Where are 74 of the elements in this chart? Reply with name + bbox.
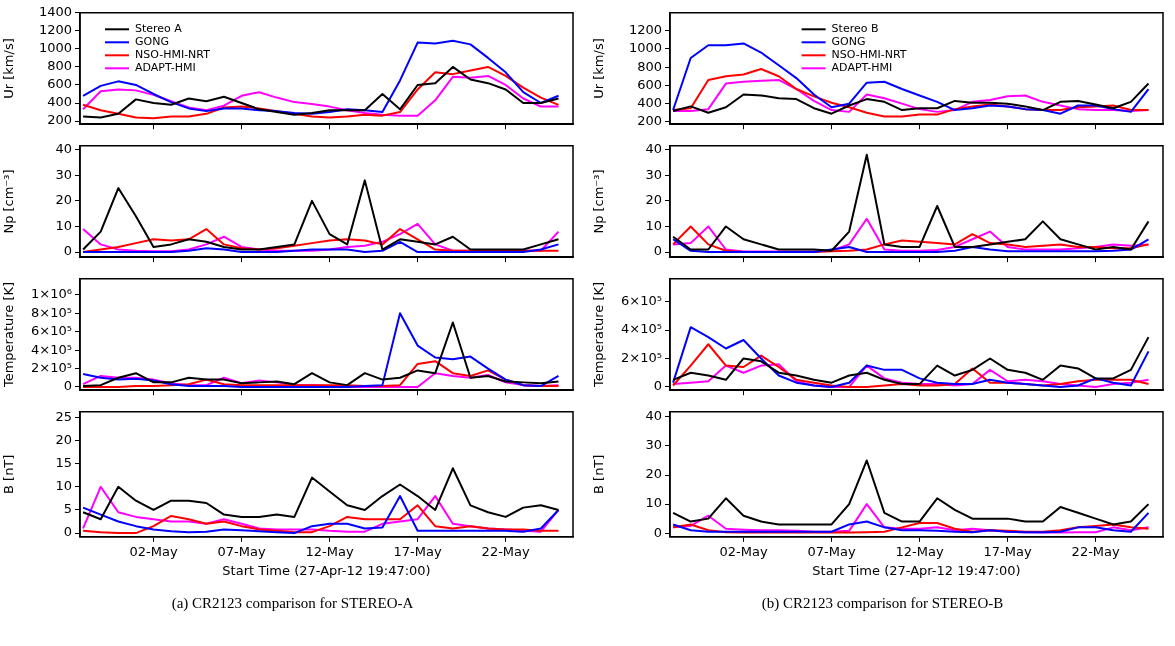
x-tick-label: 07-May xyxy=(217,543,266,559)
y-tick-label: 200 xyxy=(47,112,72,128)
legend-label: Stereo B xyxy=(831,22,879,36)
y-tick-label: 25 xyxy=(55,408,72,424)
y-tick-label: 0 xyxy=(653,378,662,394)
y-tick-label: 15 xyxy=(55,455,72,471)
y-axis-title: B [nT] xyxy=(1,454,17,494)
y-tick-label: 400 xyxy=(47,94,72,110)
y-tick-label: 0 xyxy=(63,243,72,259)
legend-label: NSO-HMI-NRT xyxy=(831,48,907,62)
y-tick-label: 0 xyxy=(63,524,72,540)
y-tick-label: 30 xyxy=(645,166,662,182)
y-tick-label: 10 xyxy=(645,495,662,511)
legend-label: GONG xyxy=(135,35,169,49)
y-axis-title: Np [cm⁻³] xyxy=(591,169,607,234)
legend-label: Stereo A xyxy=(135,22,183,36)
y-tick-label: 0 xyxy=(653,524,662,540)
x-tick-label: 02-May xyxy=(719,543,768,559)
y-tick-label: 20 xyxy=(645,192,662,208)
y-axis-title: Ur [km/s] xyxy=(591,38,607,99)
y-axis-title: Temperature [K] xyxy=(591,281,607,389)
y-tick-label: 200 xyxy=(637,113,662,129)
x-axis-title: Start Time (27-Apr-12 19:47:00) xyxy=(812,562,1021,578)
y-axis-title: Np [cm⁻³] xyxy=(1,169,17,234)
y-axis-title: B [nT] xyxy=(591,454,607,494)
y-tick-label: 2×10⁵ xyxy=(31,359,72,375)
y-tick-label: 30 xyxy=(645,437,662,453)
x-axis-title: Start Time (27-Apr-12 19:47:00) xyxy=(222,562,431,578)
y-tick-label: 4×10⁵ xyxy=(621,321,662,337)
y-tick-label: 600 xyxy=(637,76,662,92)
y-tick-label: 20 xyxy=(55,192,72,208)
text: (a) CR2123 comparison for STEREO-A xyxy=(170,595,415,612)
y-tick-label: 1400 xyxy=(38,4,72,20)
legend-label: ADAPT-HMI xyxy=(831,61,893,75)
y-tick-label: 5 xyxy=(63,501,72,517)
y-axis-title: Temperature [K] xyxy=(1,281,17,389)
y-tick-label: 800 xyxy=(47,58,72,74)
y-tick-label: 0 xyxy=(653,243,662,259)
legend-label: GONG xyxy=(831,35,866,49)
y-tick-label: 20 xyxy=(645,466,662,482)
y-axis-title: Ur [km/s] xyxy=(1,38,17,99)
y-tick-label: 0 xyxy=(63,378,72,394)
x-tick-label: 02-May xyxy=(129,543,178,559)
y-tick-label: 10 xyxy=(645,217,662,233)
x-tick-label: 22-May xyxy=(1071,543,1121,559)
x-tick-label: 22-May xyxy=(481,543,531,559)
x-tick-label: 17-May xyxy=(393,543,442,559)
y-tick-label: 1000 xyxy=(38,40,72,56)
y-tick-label: 1200 xyxy=(628,21,662,37)
y-tick-label: 30 xyxy=(55,166,72,182)
y-tick-label: 1200 xyxy=(38,22,72,38)
x-tick-label: 07-May xyxy=(807,543,856,559)
y-tick-label: 800 xyxy=(637,58,662,74)
x-tick-label: 12-May xyxy=(305,543,354,559)
text: (b) CR2123 comparison for STEREO-B xyxy=(760,595,1005,612)
y-tick-label: 4×10⁵ xyxy=(31,341,72,357)
y-tick-label: 2×10⁵ xyxy=(621,349,662,365)
legend-label: NSO-HMI-NRT xyxy=(135,48,211,62)
y-tick-label: 40 xyxy=(645,408,662,424)
x-tick-label: 12-May xyxy=(895,543,944,559)
y-tick-label: 6×10⁵ xyxy=(31,323,72,339)
y-tick-label: 1×10⁶ xyxy=(31,286,72,302)
y-tick-label: 40 xyxy=(55,141,72,157)
y-tick-label: 6×10⁵ xyxy=(621,292,662,308)
x-tick-label: 17-May xyxy=(983,543,1032,559)
y-tick-label: 10 xyxy=(55,478,72,494)
y-tick-label: 10 xyxy=(55,217,72,233)
y-tick-label: 40 xyxy=(645,141,662,157)
legend-label: ADAPT-HMI xyxy=(135,61,196,75)
y-tick-label: 400 xyxy=(637,95,662,111)
y-tick-label: 20 xyxy=(55,431,72,447)
y-tick-label: 1000 xyxy=(628,40,662,56)
y-tick-label: 8×10⁵ xyxy=(31,304,72,320)
y-tick-label: 600 xyxy=(47,76,72,92)
